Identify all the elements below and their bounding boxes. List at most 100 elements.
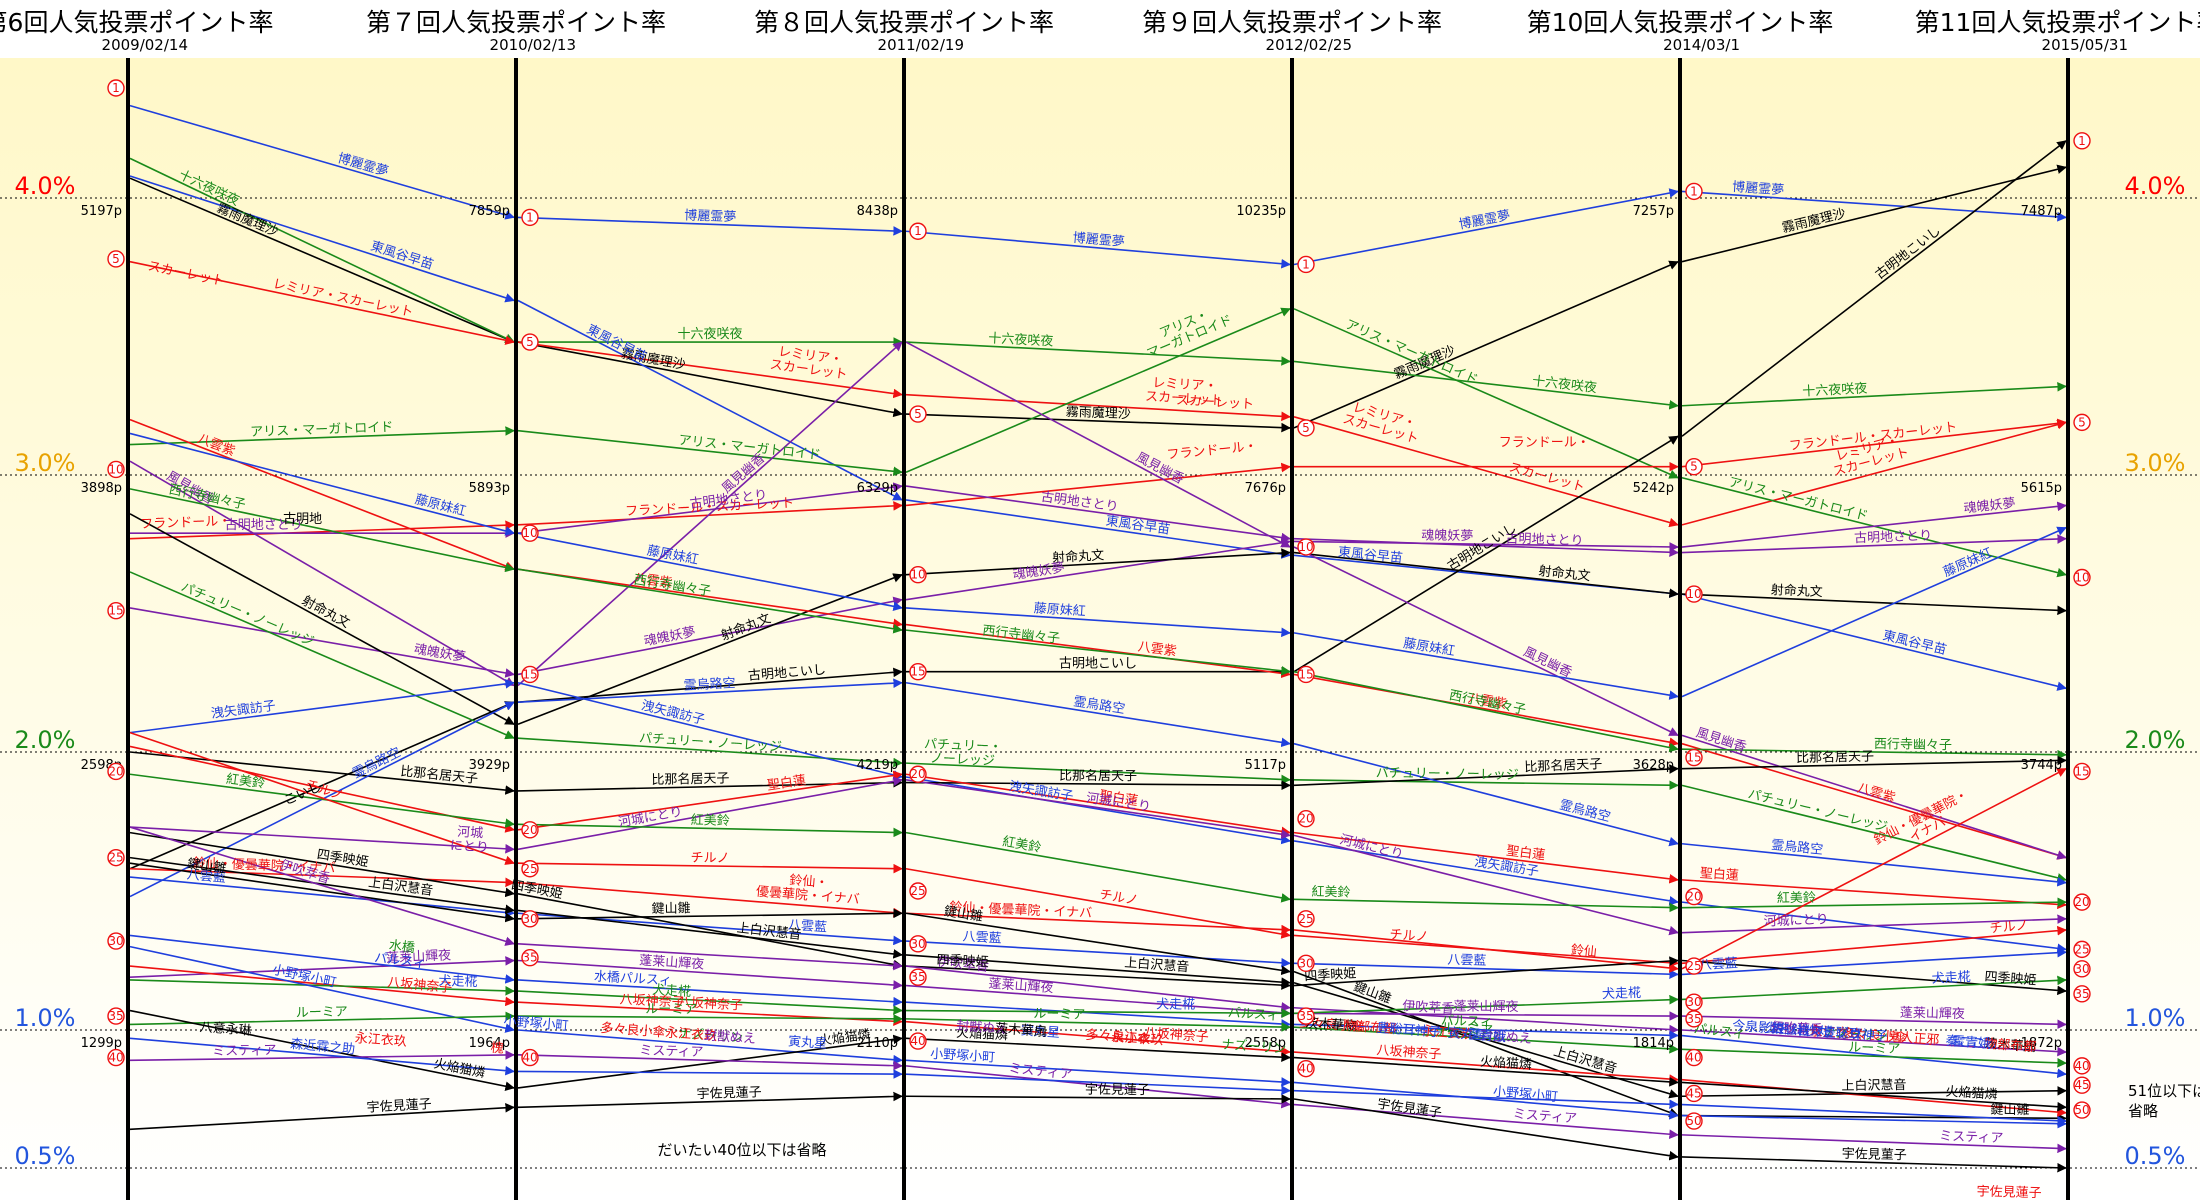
line-label: 八雲紫	[632, 571, 673, 591]
series-line	[1293, 764, 1679, 787]
line-label: 鈴仙・優曇華院・イナバ	[949, 900, 1092, 921]
line-label: 比那名居天子	[651, 770, 729, 788]
rank-marker: 40	[909, 1032, 927, 1050]
line-label: 比那名居天子	[1524, 756, 1603, 775]
line-label: 蓬莱山輝夜	[988, 977, 1054, 997]
line-label: 犬走椛	[438, 973, 477, 990]
poll-date: 2011/02/19	[878, 36, 964, 54]
line-label: 鍵山雛	[186, 856, 227, 877]
line-label: ルーミア	[1848, 1040, 1901, 1057]
line-label: 古明地こいし	[1059, 657, 1137, 672]
series-line	[517, 823, 903, 838]
series-line	[1681, 418, 2067, 468]
series-line	[517, 1054, 903, 1071]
line-label: 小野塚小町	[930, 1047, 996, 1066]
rank-circle	[107, 460, 125, 479]
series-line	[905, 965, 1291, 1012]
rank-number: 15	[522, 667, 537, 681]
series-line	[517, 501, 903, 526]
line-label: 紅美鈴	[1777, 891, 1816, 907]
rank-number: 40	[522, 1051, 537, 1065]
series-line	[517, 678, 903, 703]
rank-number: 15	[910, 665, 925, 679]
series-line	[129, 104, 515, 220]
series-line	[517, 990, 903, 1015]
rank-circle	[521, 949, 539, 967]
line-label: 博麗霊夢	[684, 208, 737, 225]
series-line	[905, 831, 1291, 903]
rank-number: 10	[108, 462, 123, 476]
rank-circle	[1297, 665, 1315, 684]
series-line	[1681, 959, 2067, 996]
series-line	[517, 299, 903, 501]
rank-marker: 20	[521, 821, 539, 839]
line-label: 犬走椛	[1602, 985, 1642, 1002]
rank-marker: 1	[2073, 132, 2091, 150]
series-line	[905, 607, 1291, 638]
series-line	[1681, 593, 2067, 616]
line-label: 永江衣玖	[354, 1030, 407, 1050]
line-label: ナズーリン	[1822, 1024, 1888, 1045]
series-line	[1293, 898, 1679, 913]
series-line	[1681, 382, 2067, 407]
series-line	[1293, 540, 1679, 552]
line-label: 霍青娥	[1952, 1034, 1992, 1052]
line-label: 霊烏路空	[1771, 837, 1824, 858]
rank-circle	[2073, 1076, 2091, 1094]
line-label: 鍵山雛	[943, 903, 984, 925]
line-label: 宇佐見菫子	[1842, 1147, 1907, 1164]
rank-marker: 25	[1685, 957, 1703, 975]
rank-number: 20	[108, 764, 123, 778]
line-label: 聖白蓮	[1505, 843, 1546, 864]
rank-number: 50	[2074, 1103, 2089, 1117]
series-lines	[129, 104, 2067, 1173]
line-label: 二ッ岩マミゾウ	[1770, 1022, 1862, 1043]
rank-marker: 50	[1685, 1112, 1703, 1130]
rank-circle	[2073, 568, 2091, 587]
line-label: 永江衣玖	[1421, 1023, 1474, 1043]
series-line	[1681, 784, 2067, 883]
rank-marker: 10	[1685, 585, 1703, 603]
series-line	[905, 779, 1291, 839]
rank-circle	[909, 1032, 927, 1050]
poll-title: 第９回人気投票ポイント率	[1142, 8, 1442, 37]
point-label: 3929p	[469, 758, 510, 773]
line-label: 比那名居天子	[1796, 748, 1874, 766]
series-line	[129, 571, 515, 740]
rank-marker: 35	[1685, 1010, 1703, 1028]
line-label: 紅美鈴	[225, 772, 266, 792]
rank-marker: 5	[107, 250, 125, 268]
point-label: 3744p	[2021, 758, 2062, 773]
line-label: 多々良小傘	[1298, 1015, 1364, 1036]
series-line	[129, 1009, 515, 1091]
series-line	[517, 1029, 903, 1065]
line-label: 火焔猫燐	[818, 1028, 872, 1049]
rank-circle	[1297, 419, 1315, 437]
line-label: スカーレット	[1176, 393, 1255, 412]
series-line	[129, 979, 515, 996]
series-line	[129, 862, 515, 923]
line-label: 上白沢慧音	[1124, 955, 1190, 976]
poll-axes	[126, 58, 2070, 1200]
rank-number: 15	[1298, 667, 1313, 681]
line-label: ミスティア	[639, 1043, 704, 1060]
rank-marker: 40	[2073, 1057, 2091, 1075]
series-line	[129, 460, 515, 687]
line-label: 宇佐見蓮子	[366, 1097, 432, 1116]
series-line	[905, 762, 1291, 785]
line-label: 博麗霊夢	[1732, 180, 1785, 198]
point-label: 5197p	[81, 204, 122, 219]
series-line	[129, 831, 515, 898]
rank-number: 40	[910, 1034, 925, 1048]
rank-circle	[521, 333, 539, 351]
rank-number: 45	[2074, 1078, 2089, 1092]
line-label: 八雲藍	[1698, 956, 1738, 973]
line-label: 河城にとり	[1763, 912, 1829, 929]
rank-circle	[1297, 538, 1315, 556]
y-tick-label-left: 3.0%	[15, 449, 76, 477]
rank-marker: 25	[909, 882, 927, 900]
line-label: 射命丸文	[1770, 582, 1823, 600]
series-line	[1293, 673, 1679, 747]
series-line	[1293, 1051, 1679, 1084]
point-label: 5615p	[2021, 481, 2062, 496]
